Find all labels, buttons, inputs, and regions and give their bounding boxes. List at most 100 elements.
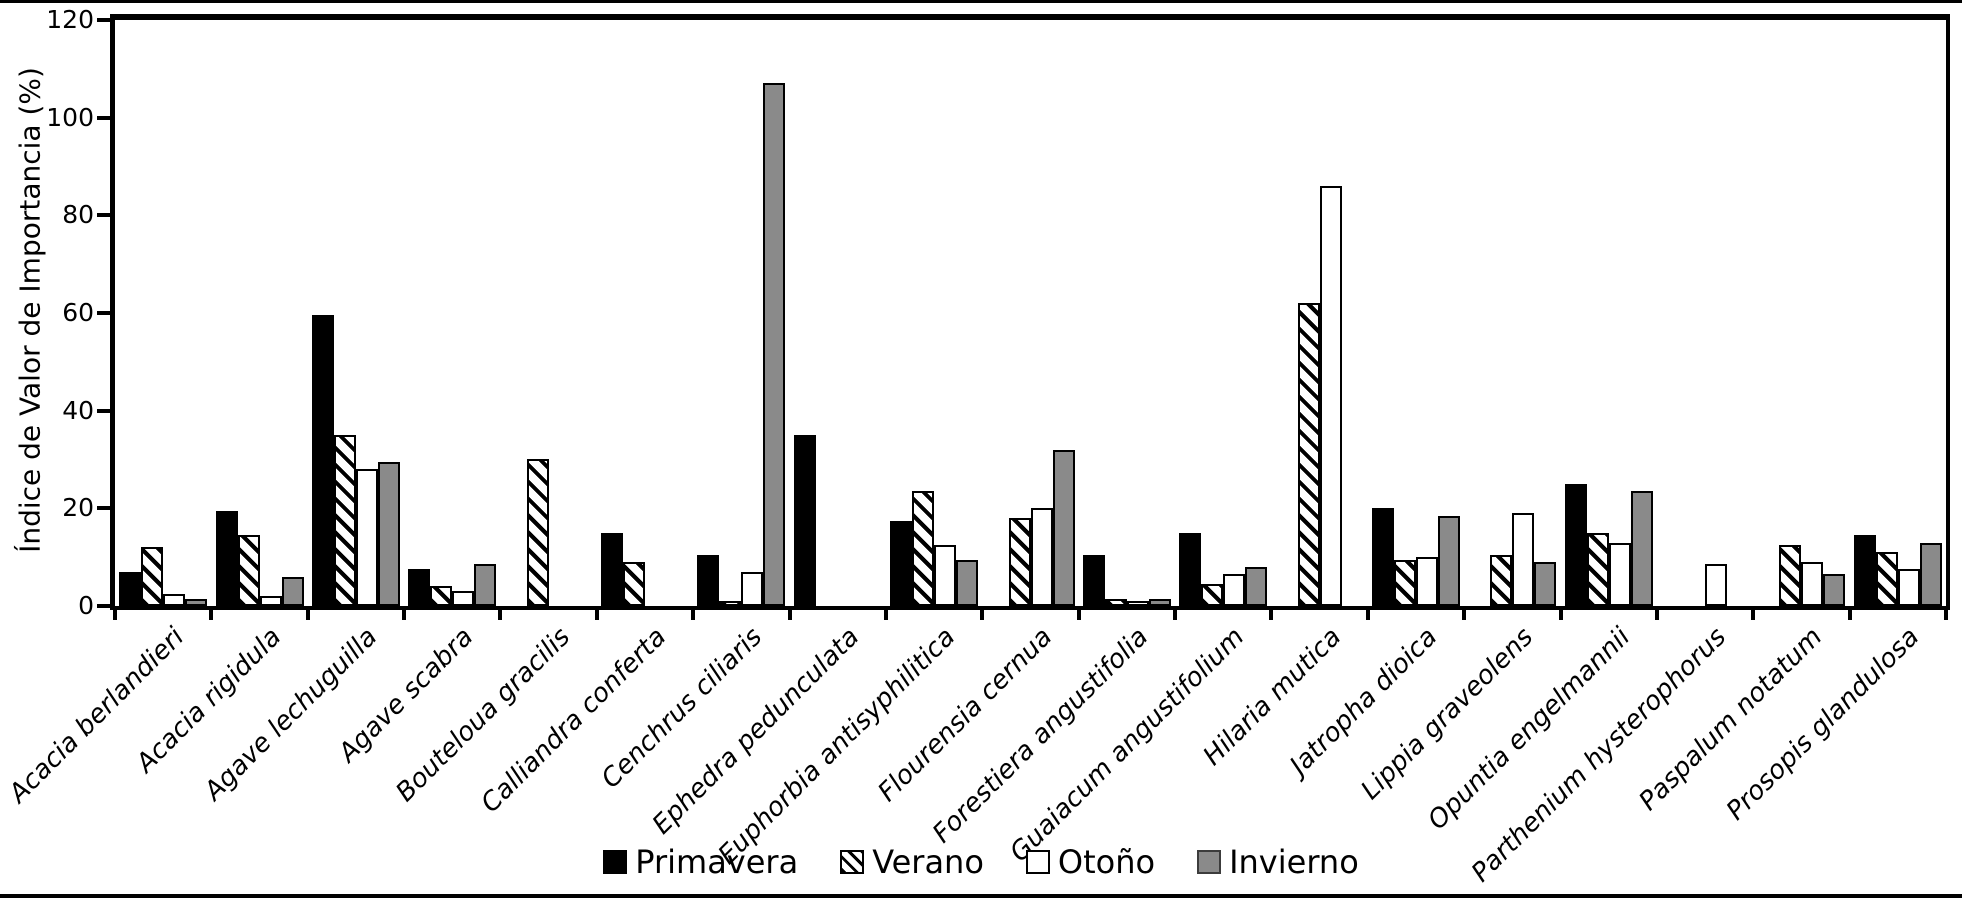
y-tick-label: 0 <box>22 590 94 622</box>
y-tick-mark <box>97 18 110 22</box>
category-label: Lippia graveolens <box>1355 622 1539 806</box>
bar-primavera-9 <box>890 521 912 606</box>
bar-verano-14 <box>1394 560 1416 606</box>
bar-otoño-3 <box>356 469 378 606</box>
category-label: Flourensia cernua <box>873 622 1059 808</box>
x-tick-mark <box>306 610 310 620</box>
bar-otoño-16 <box>1609 543 1631 606</box>
bar-verano-16 <box>1587 533 1609 606</box>
bar-otoño-18 <box>1801 562 1823 606</box>
legend-item-primavera: Primavera <box>603 843 798 881</box>
bar-primavera-12 <box>1179 533 1201 606</box>
bar-otoño-13 <box>1320 186 1342 606</box>
bar-otoño-4 <box>452 591 474 606</box>
x-tick-mark <box>788 610 792 620</box>
bar-invierno-11 <box>1149 599 1171 606</box>
bar-otoño-12 <box>1223 574 1245 606</box>
y-tick-label: 20 <box>22 492 94 524</box>
bar-invierno-2 <box>282 577 304 606</box>
x-tick-mark <box>1173 610 1177 620</box>
category-label: Cenchrus ciliaris <box>596 622 768 794</box>
x-tick-mark <box>595 610 599 620</box>
bar-verano-15 <box>1490 555 1512 606</box>
legend-swatch-invierno <box>1197 850 1221 874</box>
x-tick-mark <box>113 610 117 620</box>
bar-invierno-12 <box>1245 567 1267 606</box>
x-tick-mark <box>1269 610 1273 620</box>
bar-otoño-19 <box>1898 569 1920 606</box>
bar-primavera-16 <box>1565 484 1587 606</box>
y-tick-mark <box>97 506 110 510</box>
category-label: Prosopis glandulosa <box>1721 622 1925 826</box>
bar-primavera-4 <box>408 569 430 606</box>
bar-invierno-7 <box>763 83 785 606</box>
x-tick-mark <box>980 610 984 620</box>
bar-otoño-14 <box>1416 557 1438 606</box>
bar-verano-9 <box>912 491 934 606</box>
bar-verano-7 <box>719 601 741 606</box>
bar-verano-4 <box>430 586 452 606</box>
bar-primavera-14 <box>1372 508 1394 606</box>
legend-swatch-primavera <box>603 850 627 874</box>
bar-invierno-1 <box>185 599 207 606</box>
bar-otoño-2 <box>260 596 282 606</box>
bar-primavera-3 <box>312 315 334 606</box>
y-tick-label: 80 <box>22 199 94 231</box>
y-tick-mark <box>97 409 110 413</box>
bar-otoño-1 <box>163 594 185 606</box>
x-tick-mark <box>691 610 695 620</box>
y-tick-mark <box>97 116 110 120</box>
bar-invierno-16 <box>1631 491 1653 606</box>
y-tick-label: 120 <box>22 4 94 36</box>
legend-label-invierno: Invierno <box>1229 843 1359 881</box>
bar-verano-18 <box>1779 545 1801 606</box>
x-tick-mark <box>1944 610 1948 620</box>
legend-swatch-otono <box>1026 850 1050 874</box>
bar-otoño-15 <box>1512 513 1534 606</box>
x-tick-mark <box>1462 610 1466 620</box>
bar-verano-19 <box>1876 552 1898 606</box>
x-tick-mark <box>884 610 888 620</box>
x-tick-mark <box>1077 610 1081 620</box>
legend-label-primavera: Primavera <box>635 843 798 881</box>
bar-otoño-11 <box>1127 601 1149 606</box>
category-label: Agave lechuguilla <box>199 622 384 807</box>
x-tick-mark <box>1559 610 1563 620</box>
bar-otoño-7 <box>741 572 763 606</box>
bar-primavera-1 <box>119 572 141 606</box>
category-label: Calliandra conferta <box>475 622 672 819</box>
bar-verano-12 <box>1201 584 1223 606</box>
category-label: Acacia berlandieri <box>3 622 190 809</box>
bar-invierno-15 <box>1534 562 1556 606</box>
legend-item-otono: Otoño <box>1026 843 1155 881</box>
bar-otoño-10 <box>1031 508 1053 606</box>
bar-primavera-7 <box>697 555 719 606</box>
y-tick-mark <box>97 311 110 315</box>
bar-verano-3 <box>334 435 356 606</box>
x-tick-mark <box>209 610 213 620</box>
legend-label-otono: Otoño <box>1058 843 1155 881</box>
bar-primavera-8 <box>794 435 816 606</box>
x-tick-mark <box>402 610 406 620</box>
legend-item-invierno: Invierno <box>1197 843 1359 881</box>
legend-item-verano: Verano <box>840 843 984 881</box>
figure-bottom-border <box>0 894 1962 898</box>
x-tick-mark <box>1751 610 1755 620</box>
bar-invierno-14 <box>1438 516 1460 606</box>
bar-primavera-2 <box>216 511 238 606</box>
bar-invierno-3 <box>378 462 400 606</box>
bar-primavera-6 <box>601 533 623 606</box>
y-tick-mark <box>97 604 110 608</box>
bar-verano-10 <box>1009 518 1031 606</box>
bar-verano-6 <box>623 562 645 606</box>
figure: Índice de Valor de Importancia (%) 02040… <box>0 0 1962 902</box>
bar-verano-11 <box>1105 599 1127 606</box>
bar-invierno-10 <box>1053 450 1075 606</box>
bar-invierno-4 <box>474 564 496 606</box>
legend: Primavera Verano Otoño Invierno <box>0 840 1962 884</box>
bar-invierno-9 <box>956 560 978 606</box>
x-tick-mark <box>1848 610 1852 620</box>
bar-verano-2 <box>238 535 260 606</box>
bar-primavera-11 <box>1083 555 1105 606</box>
y-tick-label: 100 <box>22 102 94 134</box>
